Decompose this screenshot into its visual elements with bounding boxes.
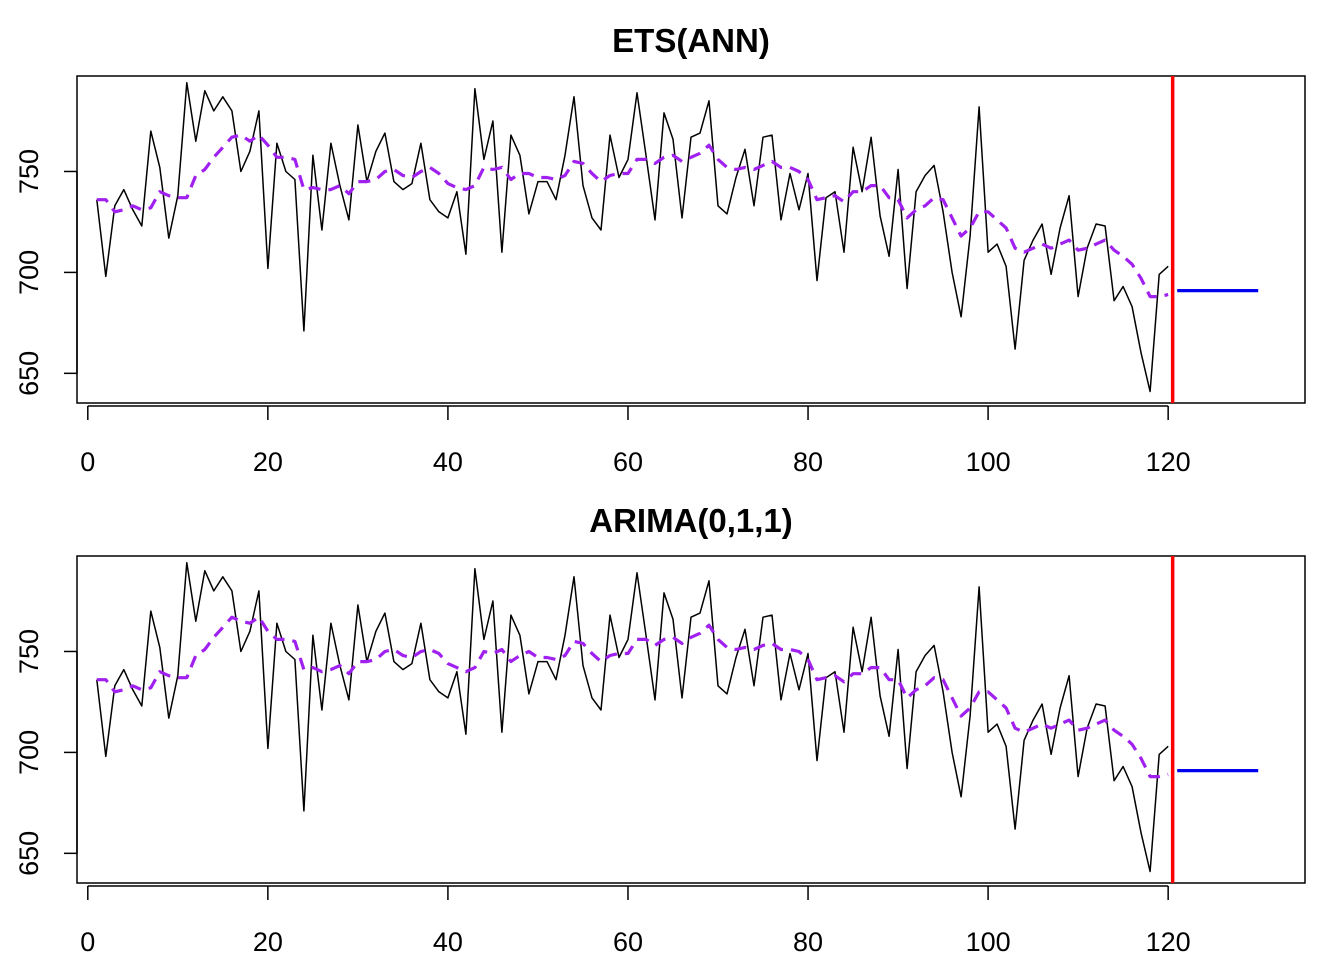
ets-y-tick-label: 700: [14, 250, 44, 295]
arima-x-axis: 0 20 40 60 80 100 120: [80, 885, 1191, 957]
ets-x-tick-label: 120: [1146, 447, 1191, 477]
ets-panel-title: ETS(ANN): [612, 22, 770, 59]
ets-x-tick-label: 60: [613, 447, 643, 477]
ets-x-axis: 0 20 40 60 80 100 120: [80, 405, 1191, 477]
arima-panel-title: ARIMA(0,1,1): [589, 502, 793, 539]
arima-x-tick-label: 80: [793, 927, 823, 957]
ets-x-tick-label: 0: [80, 447, 95, 477]
ets-x-tick-label: 20: [253, 447, 283, 477]
arima-x-tick-label: 60: [613, 927, 643, 957]
ets-y-axis: 650 700 750: [14, 149, 78, 396]
arima-y-axis: 650 700 750: [14, 629, 78, 876]
ets-y-tick-label: 750: [14, 149, 44, 194]
ets-panel: ETS(ANN) 0 20 40 60 80 100 120 650 700 750: [14, 22, 1306, 477]
ets-series-fitted-line: [96, 133, 1169, 299]
arima-panel: ARIMA(0,1,1) 0 20 40 60 80 100 120 650 700 750: [14, 502, 1306, 957]
ets-plot-area: [96, 76, 1259, 403]
arima-x-tick-label: 0: [80, 927, 95, 957]
arima-x-tick-label: 120: [1146, 927, 1191, 957]
arima-x-tick-label: 20: [253, 927, 283, 957]
arima-x-tick-label: 100: [966, 927, 1011, 957]
ets-series-actuals-line: [96, 81, 1169, 393]
arima-plot-area: [96, 556, 1259, 883]
arima-y-tick-label: 650: [14, 831, 44, 876]
ets-x-tick-label: 80: [793, 447, 823, 477]
arima-series-actuals-line: [96, 561, 1169, 873]
ets-y-tick-label: 650: [14, 351, 44, 396]
ets-x-tick-label: 100: [966, 447, 1011, 477]
arima-y-tick-label: 750: [14, 629, 44, 674]
arima-y-tick-label: 700: [14, 730, 44, 775]
ets-x-tick-label: 40: [433, 447, 463, 477]
arima-series-fitted-line: [96, 615, 1169, 779]
arima-x-tick-label: 40: [433, 927, 463, 957]
